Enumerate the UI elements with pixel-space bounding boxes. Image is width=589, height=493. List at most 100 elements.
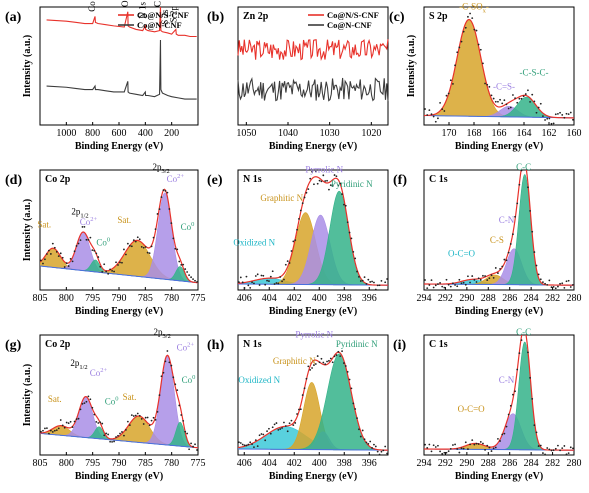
raw-data-point [121, 261, 123, 264]
x-tick-label: 280 [567, 293, 582, 304]
x-axis-label: Binding Energy (eV) [269, 141, 357, 152]
raw-data-point [150, 419, 153, 422]
raw-data-point [380, 450, 383, 453]
raw-data-point [309, 177, 312, 180]
peak-label: Co2+ [90, 367, 108, 378]
raw-data-point [158, 208, 161, 211]
panel-title: N 1s [243, 174, 262, 185]
raw-data-point [469, 443, 471, 446]
raw-data-point [59, 419, 62, 421]
raw-data-point [546, 117, 549, 120]
x-tick-label: 1050 [236, 128, 256, 139]
raw-data-point [111, 440, 113, 443]
raw-data-point [559, 282, 561, 285]
raw-data-point [344, 204, 347, 207]
panel-b: 1050 1040 1030 1020 Binding Energy (eV) (b) Zn… [207, 6, 389, 152]
legend-entry: Co@N/S-CNF [137, 10, 189, 20]
raw-data-point [311, 367, 313, 369]
x-tick-label: 775 [191, 293, 206, 304]
x-tick-label: 292 [438, 293, 453, 304]
raw-data-point [239, 442, 242, 444]
raw-data-point [471, 275, 474, 277]
raw-data-point [81, 402, 84, 405]
raw-data-point [138, 414, 141, 417]
raw-data-point [484, 82, 486, 85]
raw-data-point [557, 112, 559, 115]
panel-c: 170 168 166 164 162 160 Binding Energy (eV) Int… [389, 1, 582, 152]
raw-data-point [507, 107, 510, 110]
peak-label: C-S [490, 235, 504, 245]
raw-data-point [426, 114, 429, 116]
x-tick-label: 166 [492, 128, 507, 139]
peak-label: Co0 [105, 396, 119, 407]
raw-data-point [146, 416, 149, 419]
raw-data-point [256, 445, 259, 448]
raw-data-point [85, 238, 88, 241]
raw-data-point [73, 420, 76, 423]
raw-data-point [55, 429, 58, 432]
peak-label: -C-S-C- [520, 67, 549, 77]
raw-data-point [61, 256, 64, 259]
raw-data-point [166, 191, 169, 194]
raw-data-point [281, 280, 283, 283]
raw-data-point [93, 249, 96, 252]
raw-data-point [40, 430, 42, 433]
x-tick-label: 775 [191, 458, 206, 469]
raw-data-point [341, 350, 343, 353]
panel-d: 805 800 795 790 785 780 775 Binding Energy (eV)… [5, 162, 206, 317]
raw-data-point [65, 421, 68, 424]
raw-data-point [298, 218, 300, 220]
raw-data-point [105, 270, 108, 273]
raw-data-point [439, 101, 441, 104]
raw-data-point [123, 434, 125, 437]
raw-data-point [47, 249, 50, 252]
panel-e: 406 404 402 400 398 396 Binding Energy (eV) (e)… [207, 164, 389, 317]
x-tick-label: 288 [481, 293, 496, 304]
raw-data-point [356, 417, 358, 419]
raw-data-point [518, 97, 521, 100]
raw-data-point [445, 451, 448, 454]
raw-data-point [262, 433, 265, 436]
raw-data-point [160, 375, 163, 378]
y-axis-label: Intensity (a.u.) [406, 35, 417, 98]
raw-data-point [42, 262, 44, 265]
raw-data-point [430, 113, 433, 116]
raw-data-point [471, 17, 474, 20]
x-tick-label: 396 [362, 293, 377, 304]
peak-label: 2p1/2 [70, 358, 87, 371]
x-tick-label: 795 [85, 458, 100, 469]
fit-envelope [424, 170, 574, 286]
x-tick-label: 400 [312, 293, 327, 304]
x-axis-label: Binding Energy (eV) [75, 141, 163, 152]
raw-data-point [329, 184, 332, 187]
raw-data-point [386, 278, 388, 280]
raw-data-point [326, 179, 328, 182]
x-axis-label: Binding Energy (eV) [75, 471, 163, 482]
raw-data-point [115, 261, 117, 264]
raw-data-point [499, 440, 501, 442]
raw-data-point [514, 97, 516, 100]
x-tick-label: 800 [59, 293, 74, 304]
raw-data-point [439, 450, 441, 453]
raw-data-point [363, 276, 366, 278]
raw-data-point [471, 439, 474, 442]
peak-label: Oxidized N [233, 238, 275, 248]
x-tick-label: 200 [164, 128, 179, 139]
raw-data-point [174, 383, 177, 386]
peak-label: Co2+ [80, 216, 98, 227]
raw-data-point [101, 422, 104, 425]
baseline-line [40, 432, 198, 449]
x-tick-label: 280 [567, 458, 582, 469]
raw-data-point [554, 113, 557, 116]
raw-data-point [313, 364, 315, 366]
raw-data-point [503, 432, 506, 435]
raw-data-point [572, 447, 574, 450]
raw-data-point [548, 448, 551, 451]
peak-annotation: C 1s [152, 0, 162, 7]
raw-data-point [542, 452, 544, 454]
raw-data-point [456, 285, 459, 288]
raw-data-point [432, 444, 435, 447]
raw-data-point [273, 283, 276, 285]
raw-data-point [523, 324, 525, 326]
raw-data-point [456, 51, 459, 54]
